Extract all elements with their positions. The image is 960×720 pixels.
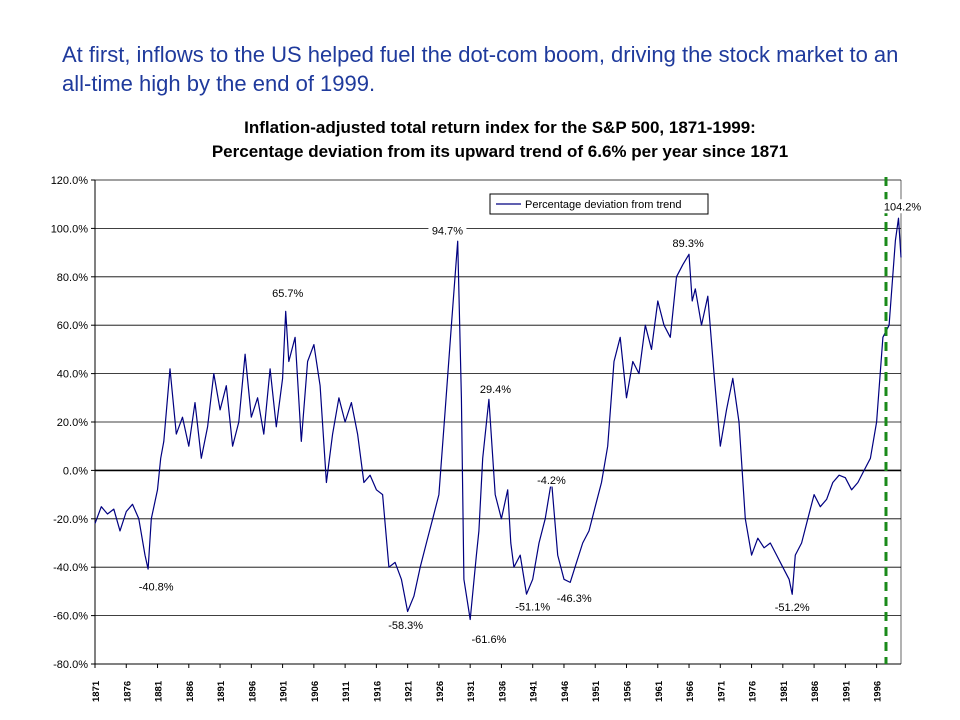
x-tick-label: 1976 (748, 681, 759, 702)
annotation-label: 29.4% (480, 384, 511, 396)
x-tick-label: 1906 (310, 681, 321, 702)
series-layer (94, 217, 902, 621)
x-tick-label: 1926 (435, 681, 446, 702)
x-tick-label: 1991 (841, 680, 852, 702)
x-tick-label: 1951 (591, 680, 602, 702)
x-tick-label: 1886 (185, 681, 196, 702)
x-tick-label: 1871 (91, 680, 102, 702)
x-tick-labels: 1871 1876 1881 1886 1891 1896 1901 1906 1911 1916… (91, 664, 884, 702)
annotation-bg (769, 599, 815, 614)
x-tick-label: 1971 (716, 680, 727, 702)
annotation-label: 65.7% (272, 288, 303, 300)
gridlines (95, 179, 901, 665)
x-tick-label: 1881 (154, 680, 165, 702)
legend-box (489, 193, 709, 215)
x-tick-label: 1961 (654, 680, 665, 702)
x-tick-label: 1896 (247, 681, 258, 702)
y-tick-label: 40.0% (57, 369, 88, 381)
annotation-label: -61.6% (471, 634, 506, 646)
annotation-bg (466, 631, 512, 646)
chart-title-block: Inflation-adjusted total return index fo… (92, 116, 908, 164)
legend: Percentage deviation from trend (489, 193, 709, 215)
annotation-bg (510, 599, 555, 614)
annotation-bg (669, 235, 708, 250)
annotation-bg (476, 381, 515, 396)
annotation-bg (880, 199, 925, 214)
y-tick-label: -60.0% (53, 611, 88, 623)
annotation-bg (268, 285, 307, 300)
legend-entry: Percentage deviation from trend (525, 199, 682, 211)
x-tick-label: 1941 (529, 680, 540, 702)
annotation-label: -51.1% (515, 602, 550, 614)
y-tick-label: -80.0% (53, 659, 88, 671)
x-tick-label: 1911 (341, 681, 352, 702)
x-tick-label: 1946 (560, 681, 571, 702)
y-tick-label: 120.0% (51, 175, 89, 187)
annotation-label: 94.7% (432, 226, 463, 238)
x-tick-label: 1901 (279, 680, 290, 702)
annotation-bg (133, 579, 179, 594)
y-tick-label: 20.0% (57, 417, 88, 429)
x-tick-label: 1931 (466, 680, 477, 702)
y-tick-label: 100.0% (51, 223, 89, 235)
annotations-layer: -40.8%65.7%-58.3%94.7%-61.6%29.4%-51.1%-… (133, 199, 925, 646)
x-tick-label: 1986 (810, 681, 821, 702)
x-tick-label: 1996 (873, 681, 884, 702)
y-tick-label: 60.0% (57, 320, 88, 332)
x-tick-label: 1981 (779, 680, 790, 702)
y-tick-label: -20.0% (53, 514, 88, 526)
annotation-label: -58.3% (388, 620, 423, 632)
chart-title: Inflation-adjusted total return index fo… (244, 118, 756, 137)
slide-headline: At first, inflows to the US helped fuel … (62, 42, 899, 96)
y-tick-label: -40.0% (53, 562, 88, 574)
annotation-label: -51.2% (775, 602, 810, 614)
annotation-label: -4.2% (537, 475, 566, 487)
x-tick-label: 1876 (122, 681, 133, 702)
x-tick-label: 1891 (216, 680, 227, 702)
x-tick-label: 1921 (404, 680, 415, 702)
x-tick-label: 1936 (497, 681, 508, 702)
series-line (94, 217, 902, 621)
x-tick-label: 1916 (372, 681, 383, 702)
annotation-label: -46.3% (557, 593, 592, 605)
y-tick-labels: 120.0% 100.0% 80.0% 60.0% 40.0% 20.0% 0.0% -20.… (51, 175, 95, 671)
annotation-label: -40.8% (139, 582, 174, 594)
annotation-label: 104.2% (884, 202, 922, 214)
annotation-label: 89.3% (673, 238, 704, 250)
annotation-bg (428, 223, 467, 238)
annotation-bg (532, 472, 571, 487)
y-tick-label: 80.0% (57, 272, 88, 284)
x-tick-label: 1966 (685, 681, 696, 702)
x-tick-label: 1956 (622, 681, 633, 702)
annotation-bg (552, 590, 597, 605)
annotation-bg (383, 617, 428, 632)
chart-subtitle: Percentage deviation from its upward tre… (211, 142, 789, 161)
y-tick-label: 0.0% (63, 465, 88, 477)
